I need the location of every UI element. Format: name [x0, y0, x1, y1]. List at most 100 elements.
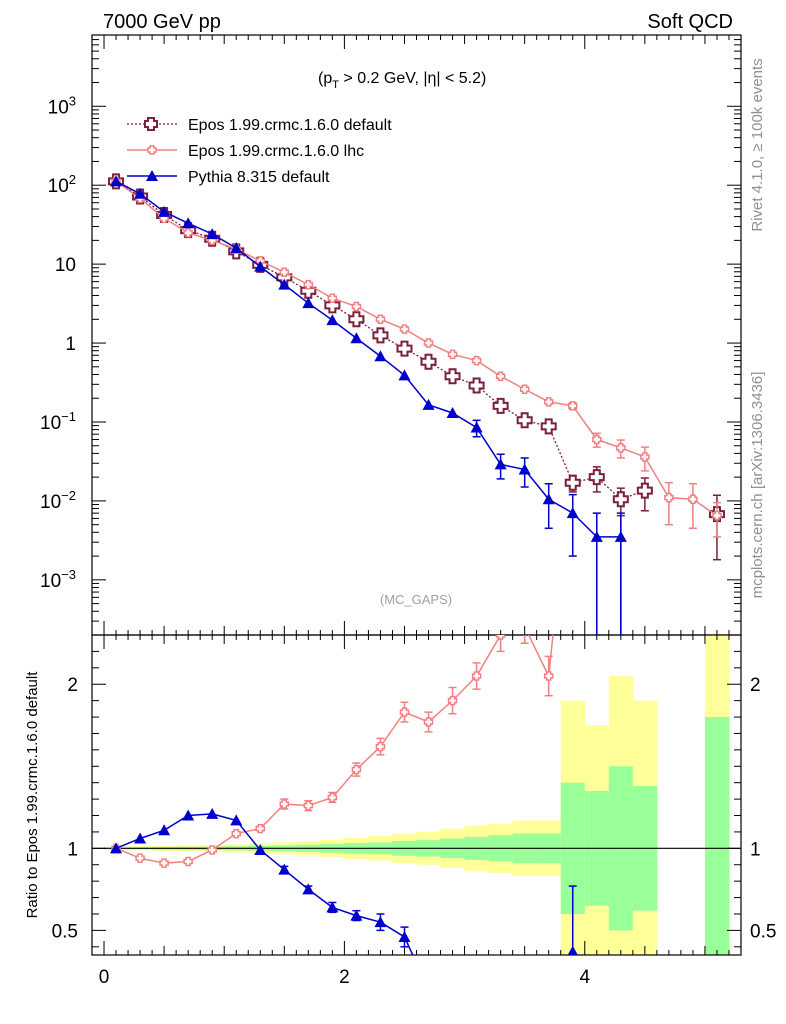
ratio-epos-lhc-point: [471, 671, 482, 681]
cut-annotation: (pT > 0.2 GeV, |η| < 5.2): [318, 70, 486, 91]
epos-lhc-point: [471, 355, 482, 366]
epos-lhc-point: [399, 324, 410, 334]
ratio-pythia-point: [398, 930, 411, 942]
epos-default-point: [300, 282, 317, 299]
y-tick-label: 10−3: [40, 567, 76, 592]
side-label-top: Rivet 4.1.0, ≥ 100k events: [749, 58, 766, 231]
ratio-series: [110, 635, 578, 955]
ratio-epos-lhc-point: [207, 845, 217, 855]
epos-default-point: [396, 340, 413, 357]
legend-marker-pythia: [146, 170, 158, 181]
ratio-y-tick-label-left: 2: [67, 675, 78, 696]
ratio-epos-lhc-point: [135, 853, 145, 863]
y-tick-label: 102: [48, 172, 76, 197]
epos-default-point: [588, 469, 605, 486]
ratio-y-tick-label-left: 0.5: [52, 921, 78, 942]
ratio-epos-lhc-point: [447, 695, 458, 706]
ratio-pythia-point: [350, 909, 363, 921]
pythia-point: [206, 228, 219, 240]
legend-label-epos-lhc: Epos 1.99.crmc.1.6.0 lhc: [188, 143, 364, 160]
cut-text: (p: [318, 70, 332, 87]
ratio-pythia-point: [182, 809, 195, 821]
epos-lhc-point: [567, 401, 578, 411]
legend-entry-epos-default: Epos 1.99.crmc.1.6.0 default: [127, 117, 392, 134]
legend-marker-epos-lhc: [147, 145, 157, 155]
ratio-pythia-point: [206, 807, 219, 819]
ratio-ticks: 0.5 0.5 1 1 2 2 0 2 4: [52, 635, 776, 988]
legend-label-pythia: Pythia 8.315 default: [188, 169, 330, 186]
ratio-y-tick-label-right: 2: [750, 675, 761, 696]
y-tick-label: 10−2: [40, 488, 76, 513]
y-tick-exp: −3: [61, 567, 76, 582]
x-tick-label: 4: [579, 967, 590, 988]
ratio-ylabel: Ratio to Epos 1.99.crmc.1.6.0 default: [24, 671, 41, 919]
header-left: 7000 GeV pp: [103, 11, 221, 33]
pythia-point: [254, 260, 267, 272]
legend-entry-pythia: Pythia 8.315 default: [127, 169, 330, 186]
cut-rest: > 0.2 GeV, |η| < 5.2): [339, 70, 486, 87]
epos-default-point: [372, 327, 389, 344]
ratio-pythia-line: [115, 813, 414, 955]
y-tick-base: 1: [65, 334, 76, 355]
y-tick-base: 10: [40, 571, 61, 592]
epos-lhc-point: [423, 338, 434, 348]
epos-lhc-point: [640, 452, 650, 462]
pythia-point: [374, 350, 387, 362]
pythia-point: [278, 278, 291, 290]
ratio-band-inner: [704, 717, 730, 955]
ratio-epos-lhc-point: [351, 764, 362, 775]
epos-default-line: [115, 180, 646, 500]
y-tick-label: 10−1: [40, 409, 76, 434]
epos-lhc-point: [664, 492, 674, 503]
epos-lhc-point: [543, 397, 554, 407]
legend: Epos 1.99.crmc.1.6.0 default Epos 1.99.c…: [127, 117, 392, 186]
ratio-epos-lhc-point: [423, 717, 434, 727]
y-tick-label: 103: [48, 93, 76, 118]
y-tick-exp: 3: [69, 93, 76, 108]
ratio-pythia-point: [254, 843, 267, 855]
y-tick-exp: 2: [69, 172, 76, 187]
epos-lhc-point: [327, 293, 338, 303]
ratio-epos-lhc-point: [495, 635, 506, 640]
ratio-epos-lhc-point: [399, 707, 410, 717]
ratio-pythia-point: [567, 945, 578, 955]
ratio-series-clipped: [110, 635, 578, 955]
epos-lhc-point: [688, 494, 698, 504]
epos-default-point: [636, 482, 653, 499]
ratio-epos-lhc-point: [543, 671, 554, 681]
epos-default-point: [324, 297, 341, 314]
pythia-point: [182, 217, 195, 229]
ratio-epos-lhc-point: [375, 741, 386, 752]
ratio-pythia-point: [134, 832, 147, 844]
y-tick-base: 10: [55, 255, 76, 276]
y-tick-base: 10: [48, 97, 69, 118]
ratio-pythia-point: [302, 883, 315, 895]
epos-lhc-point: [279, 267, 290, 277]
epos-default-point: [612, 491, 629, 508]
epos-lhc-point: [592, 434, 602, 445]
epos-lhc-point: [351, 301, 362, 312]
ratio-epos-lhc-point: [303, 800, 314, 811]
ratio-epos-lhc-point: [279, 799, 290, 809]
pythia-point: [134, 187, 147, 199]
ratio-epos-lhc-point: [327, 792, 338, 803]
epos-default-point: [516, 412, 533, 429]
pythia-line: [115, 180, 621, 538]
x-tick-label: 0: [99, 967, 110, 988]
legend-label-epos-default: Epos 1.99.crmc.1.6.0 default: [188, 117, 392, 134]
ratio-pythia-point: [110, 842, 123, 854]
y-tick-base: 10: [48, 176, 69, 197]
ratio-pythia-point: [326, 901, 339, 913]
ratio-y-tick-label-right: 1: [750, 839, 761, 860]
pythia-point: [302, 297, 315, 309]
x-tick-label: 2: [339, 967, 350, 988]
epos-lhc-point: [616, 443, 626, 453]
pythia-point: [566, 507, 579, 519]
pythia-point: [398, 369, 411, 381]
epos-lhc-point: [447, 349, 458, 360]
epos-default-point: [444, 368, 461, 385]
y-tick-exp: −1: [61, 409, 76, 424]
epos-default-point: [492, 397, 509, 414]
